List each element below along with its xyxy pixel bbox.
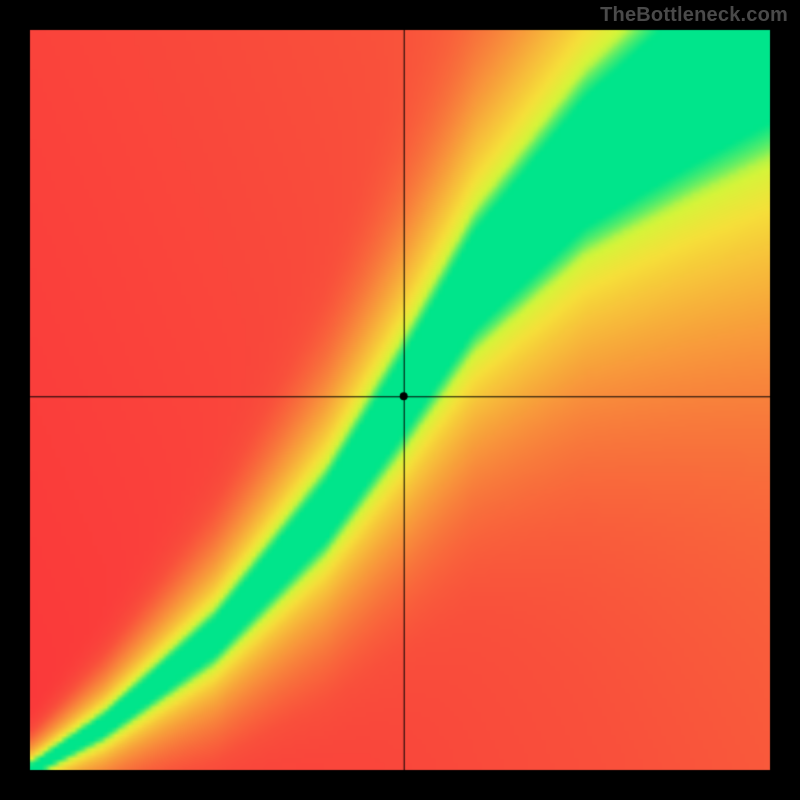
- watermark-text: TheBottleneck.com: [600, 4, 788, 27]
- heatmap-canvas: [0, 0, 800, 800]
- chart-container: TheBottleneck.com: [0, 0, 800, 800]
